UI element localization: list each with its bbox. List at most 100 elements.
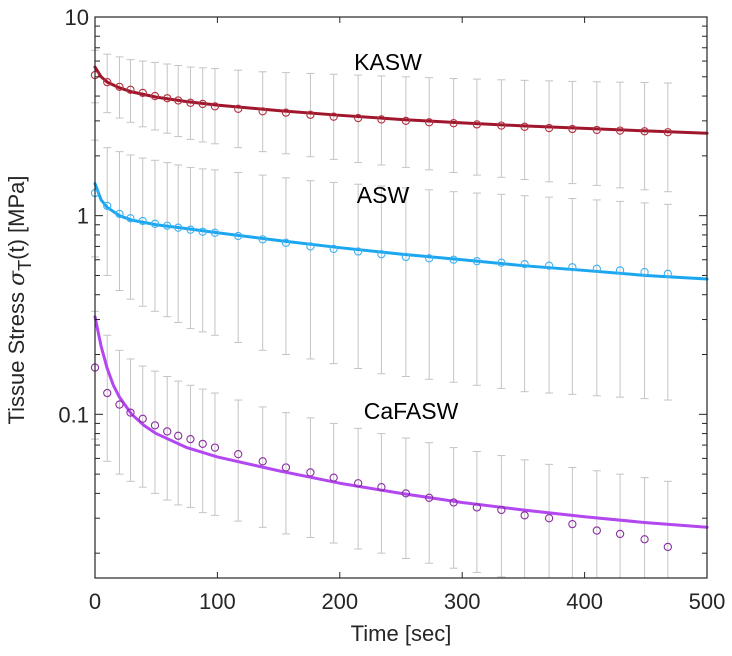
data-point-cafasw [425, 493, 434, 502]
fit-curve-asw [93, 182, 709, 281]
data-point-asw [258, 235, 267, 244]
data-point-cafasw [449, 498, 458, 507]
data-point-kasw [544, 123, 554, 133]
y-tick-label: 10 [65, 5, 89, 30]
data-markers-layer [90, 70, 672, 552]
x-tick-label: 100 [199, 589, 236, 614]
data-point-cafasw [520, 511, 529, 520]
data-point-cafasw [663, 542, 672, 552]
data-point-kasw [198, 99, 207, 109]
data-point-kasw [615, 126, 625, 135]
y-axis-label-rest: (t) [MPa] [4, 176, 29, 260]
annotation-asw: ASW [357, 182, 410, 208]
data-point-cafasw [281, 463, 291, 472]
series-annotations-layer: KASW ASW CaFASW [354, 49, 458, 424]
data-point-cafasw [329, 473, 338, 482]
plot-frame [94, 16, 708, 579]
data-point-cafasw [174, 431, 183, 440]
data-point-asw [126, 214, 135, 223]
y-tick-label: 1 [77, 204, 89, 229]
data-point-kasw [281, 108, 291, 117]
data-point-kasw [449, 119, 458, 128]
data-point-asw [425, 254, 434, 263]
data-point-cafasw [568, 519, 577, 529]
data-point-asw [281, 238, 291, 247]
data-point-cafasw [234, 450, 243, 459]
data-point-kasw [640, 127, 649, 136]
data-point-kasw [163, 94, 172, 103]
data-point-kasw [497, 121, 506, 130]
x-tick-label: 400 [566, 589, 603, 614]
data-point-cafasw [306, 468, 315, 477]
data-point-cafasw [377, 482, 386, 492]
data-point-cafasw [126, 408, 135, 417]
annotation-kasw: KASW [354, 49, 422, 75]
data-point-asw [306, 242, 315, 251]
data-point-kasw [186, 98, 195, 107]
data-point-kasw [126, 85, 135, 94]
data-point-cafasw [544, 514, 554, 523]
data-point-cafasw [186, 434, 195, 444]
data-point-kasw [306, 110, 315, 119]
y-axis-label-symbol: σ [5, 270, 30, 286]
data-point-asw [103, 201, 112, 211]
data-point-asw [472, 257, 482, 266]
data-point-cafasw [497, 505, 506, 515]
data-point-kasw [377, 115, 386, 124]
data-point-asw [174, 223, 183, 232]
data-point-cafasw [115, 400, 124, 409]
data-point-asw [520, 260, 529, 269]
data-point-asw [150, 219, 160, 228]
data-point-kasw [401, 116, 411, 126]
data-point-asw [663, 269, 672, 278]
data-point-cafasw [138, 414, 147, 423]
data-point-asw [354, 247, 363, 256]
data-point-asw [163, 221, 172, 230]
data-point-kasw [138, 88, 147, 98]
data-point-cafasw [258, 457, 267, 466]
data-point-asw [198, 227, 207, 236]
data-point-asw [115, 209, 124, 219]
data-point-kasw [174, 96, 183, 105]
data-point-kasw [425, 118, 434, 127]
data-point-kasw [234, 104, 243, 113]
data-point-cafasw [150, 421, 160, 430]
data-point-kasw [472, 120, 482, 129]
y-axis-label: Tissue Stress σT(t) [MPa] [4, 176, 35, 425]
data-point-asw [401, 252, 411, 262]
data-point-cafasw [401, 489, 411, 498]
data-point-asw [497, 258, 506, 267]
y-axis-label-main: Tissue Stress [4, 286, 29, 425]
data-point-cafasw [640, 535, 649, 544]
data-point-asw [592, 264, 601, 273]
data-point-asw [640, 267, 649, 277]
y-tick-label: 0.1 [58, 402, 89, 427]
data-point-asw [544, 261, 554, 270]
data-point-cafasw [198, 439, 207, 449]
data-point-cafasw [163, 427, 172, 436]
x-tick-label: 0 [89, 589, 101, 614]
tick-labels-layer: 0 100 200 300 400 500 0.1 1 10 [58, 5, 725, 614]
annotation-cafasw: CaFASW [364, 398, 459, 424]
data-point-cafasw [472, 503, 482, 512]
data-point-kasw [663, 128, 672, 137]
data-point-kasw [210, 102, 220, 111]
data-point-cafasw [615, 529, 625, 539]
fit-curves-layer [93, 65, 709, 529]
data-point-asw [234, 231, 243, 241]
data-point-asw [186, 225, 195, 234]
data-point-kasw [354, 113, 363, 123]
data-point-asw [138, 216, 147, 226]
x-tick-label: 200 [321, 589, 358, 614]
data-point-asw [615, 266, 625, 275]
axis-ticks-layer [94, 17, 708, 578]
data-point-cafasw [210, 443, 220, 452]
data-point-asw [329, 244, 338, 254]
data-point-asw [210, 228, 220, 237]
fit-curve-cafasw [93, 315, 709, 529]
data-point-kasw [115, 82, 124, 92]
data-point-cafasw [354, 479, 363, 488]
data-point-asw [449, 255, 458, 264]
